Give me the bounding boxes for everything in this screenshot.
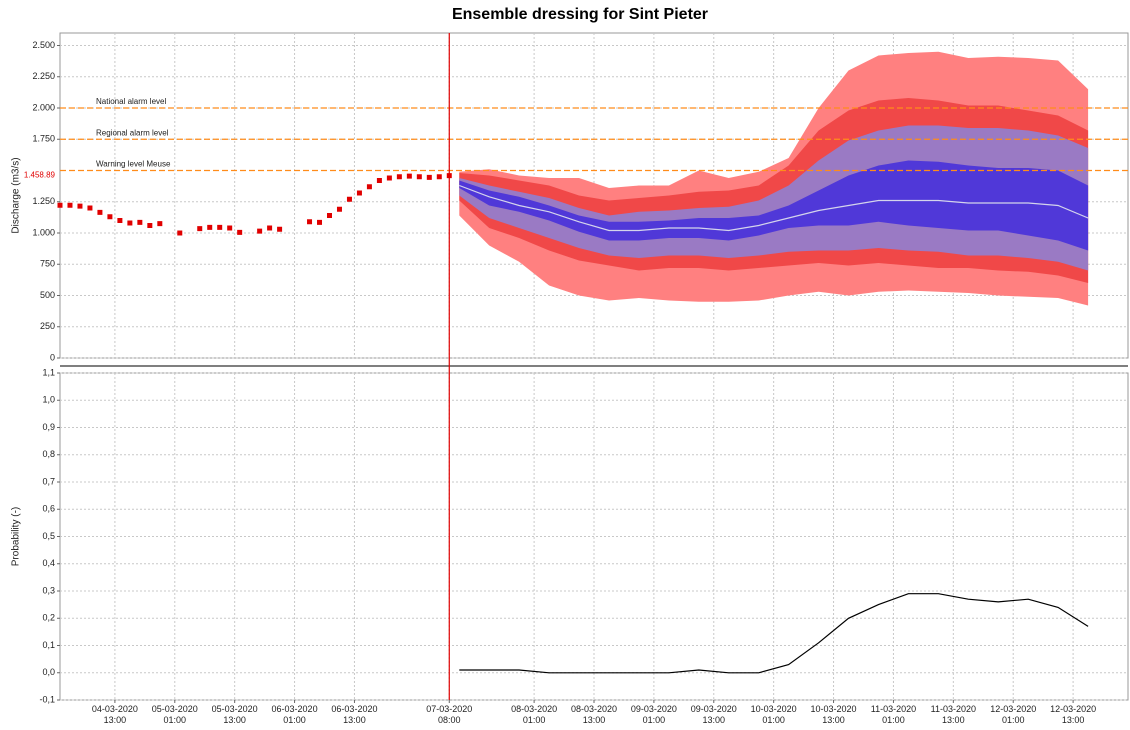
y-tick-label: 0,3	[42, 585, 55, 595]
y-tick-label: 2.250	[32, 71, 55, 81]
x-tick-label: 11-03-2020 01:00	[871, 704, 916, 725]
x-tick-label: 05-03-2020 13:00	[212, 704, 258, 725]
y-tick-label: 0,2	[42, 613, 55, 623]
observed-point	[237, 229, 243, 235]
observed-point	[396, 174, 402, 180]
observed-point	[97, 209, 103, 215]
observed-point	[426, 174, 432, 180]
observed-point	[57, 202, 63, 208]
observed-point	[336, 206, 342, 212]
y-tick-label: 250	[40, 321, 55, 331]
observed-point	[386, 175, 392, 181]
observed-point	[307, 219, 313, 225]
observed-point	[317, 219, 323, 225]
observed-point	[376, 178, 382, 183]
x-tick-label: 06-03-2020 01:00	[272, 704, 318, 725]
y-tick-label: 0,8	[42, 449, 55, 459]
x-tick-label: 10-03-2020 01:00	[751, 704, 797, 725]
observed-point	[157, 221, 163, 227]
current-value-label: 1.458.89	[24, 171, 56, 180]
y-axis-title: Probability (-)	[11, 507, 22, 566]
observed-point	[227, 225, 233, 231]
observed-point	[366, 184, 372, 190]
y-tick-label: 0,0	[42, 667, 55, 677]
observed-point	[177, 230, 183, 236]
observed-point	[207, 224, 213, 230]
y-tick-label: 0,9	[42, 422, 55, 432]
threshold-label: Regional alarm level	[96, 128, 169, 137]
observed-point	[346, 196, 352, 202]
y-tick-label: 0	[50, 352, 55, 362]
y-tick-label: 1.000	[32, 227, 55, 237]
observed-point	[257, 228, 263, 234]
y-tick-label: 0,1	[42, 640, 55, 650]
x-tick-label: 07-03-2020 08:00	[426, 704, 472, 725]
y-tick-label: 0,6	[42, 504, 55, 514]
x-tick-label: 08-03-2020 01:00	[511, 704, 557, 725]
x-tick-label: 05-03-2020 01:00	[152, 704, 198, 725]
y-axis-title: Discharge (m3/s)	[11, 157, 22, 233]
y-tick-label: 1,0	[42, 395, 55, 405]
median-line	[459, 184, 1089, 232]
observed-point	[197, 226, 203, 232]
observed-point	[326, 213, 332, 218]
x-tick-label: 11-03-2020 13:00	[931, 704, 976, 725]
observed-point	[117, 218, 123, 223]
observed-point	[277, 226, 283, 232]
threshold-label: Warning level Meuse	[96, 160, 171, 169]
observed-point	[107, 214, 113, 220]
observed-point	[137, 219, 143, 225]
x-tick-label: 10-03-2020 13:00	[811, 704, 857, 725]
y-tick-label: 1.750	[32, 134, 55, 144]
observed-point	[127, 220, 133, 226]
observed-point	[436, 174, 442, 180]
y-tick-label: 2.500	[32, 40, 55, 50]
x-tick-label: 12-03-2020 01:00	[990, 704, 1036, 725]
observed-point	[217, 224, 223, 230]
observed-point	[356, 190, 362, 196]
y-tick-label: 750	[40, 259, 55, 269]
x-tick-label: 12-03-2020 13:00	[1050, 704, 1096, 725]
ensemble-band	[459, 160, 1089, 251]
threshold-label: National alarm level	[96, 97, 166, 106]
x-tick-label: 09-03-2020 13:00	[691, 704, 737, 725]
y-tick-label: 0,4	[42, 558, 55, 568]
observed-point	[406, 173, 412, 179]
y-tick-label: -0,1	[39, 694, 55, 704]
chart-title: Ensemble dressing for Sint Pieter	[452, 6, 708, 23]
y-tick-label: 0,7	[42, 476, 55, 486]
y-tick-label: 2.000	[32, 102, 55, 112]
observed-point	[147, 223, 153, 228]
y-tick-label: 500	[40, 290, 55, 300]
x-tick-label: 04-03-2020 13:00	[92, 704, 138, 725]
x-tick-label: 08-03-2020 13:00	[571, 704, 617, 725]
y-tick-label: 1,1	[42, 367, 55, 377]
observed-point	[77, 203, 83, 209]
y-tick-label: 0,5	[42, 531, 55, 541]
x-tick-label: 09-03-2020 01:00	[631, 704, 677, 725]
probability-line	[459, 593, 1089, 674]
observed-point	[67, 202, 73, 208]
observed-point	[416, 174, 422, 180]
observed-point	[87, 205, 93, 211]
x-tick-label: 06-03-2020 13:00	[331, 704, 377, 725]
y-tick-label: 1.250	[32, 196, 55, 206]
observed-point	[267, 225, 273, 231]
